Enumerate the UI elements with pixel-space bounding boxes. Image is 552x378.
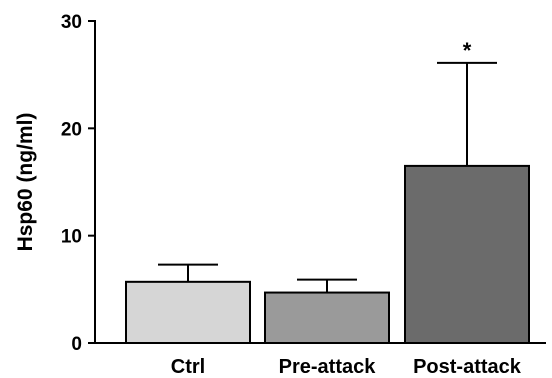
y-tick-label: 0 xyxy=(71,334,82,355)
bar-0 xyxy=(125,280,251,345)
significance-marker: * xyxy=(463,38,472,63)
bar-2 xyxy=(404,164,530,344)
y-axis-title: Hsp60 (ng/ml) xyxy=(14,113,37,252)
y-tick-label: 30 xyxy=(61,12,82,33)
category-label-0: Ctrl xyxy=(171,356,205,378)
bar-1 xyxy=(264,291,390,345)
category-label-1: Pre-attack xyxy=(279,356,377,378)
y-tick-label: 20 xyxy=(61,119,82,140)
category-label-2: Post-attack xyxy=(413,356,522,378)
y-tick-label: 10 xyxy=(61,227,82,248)
